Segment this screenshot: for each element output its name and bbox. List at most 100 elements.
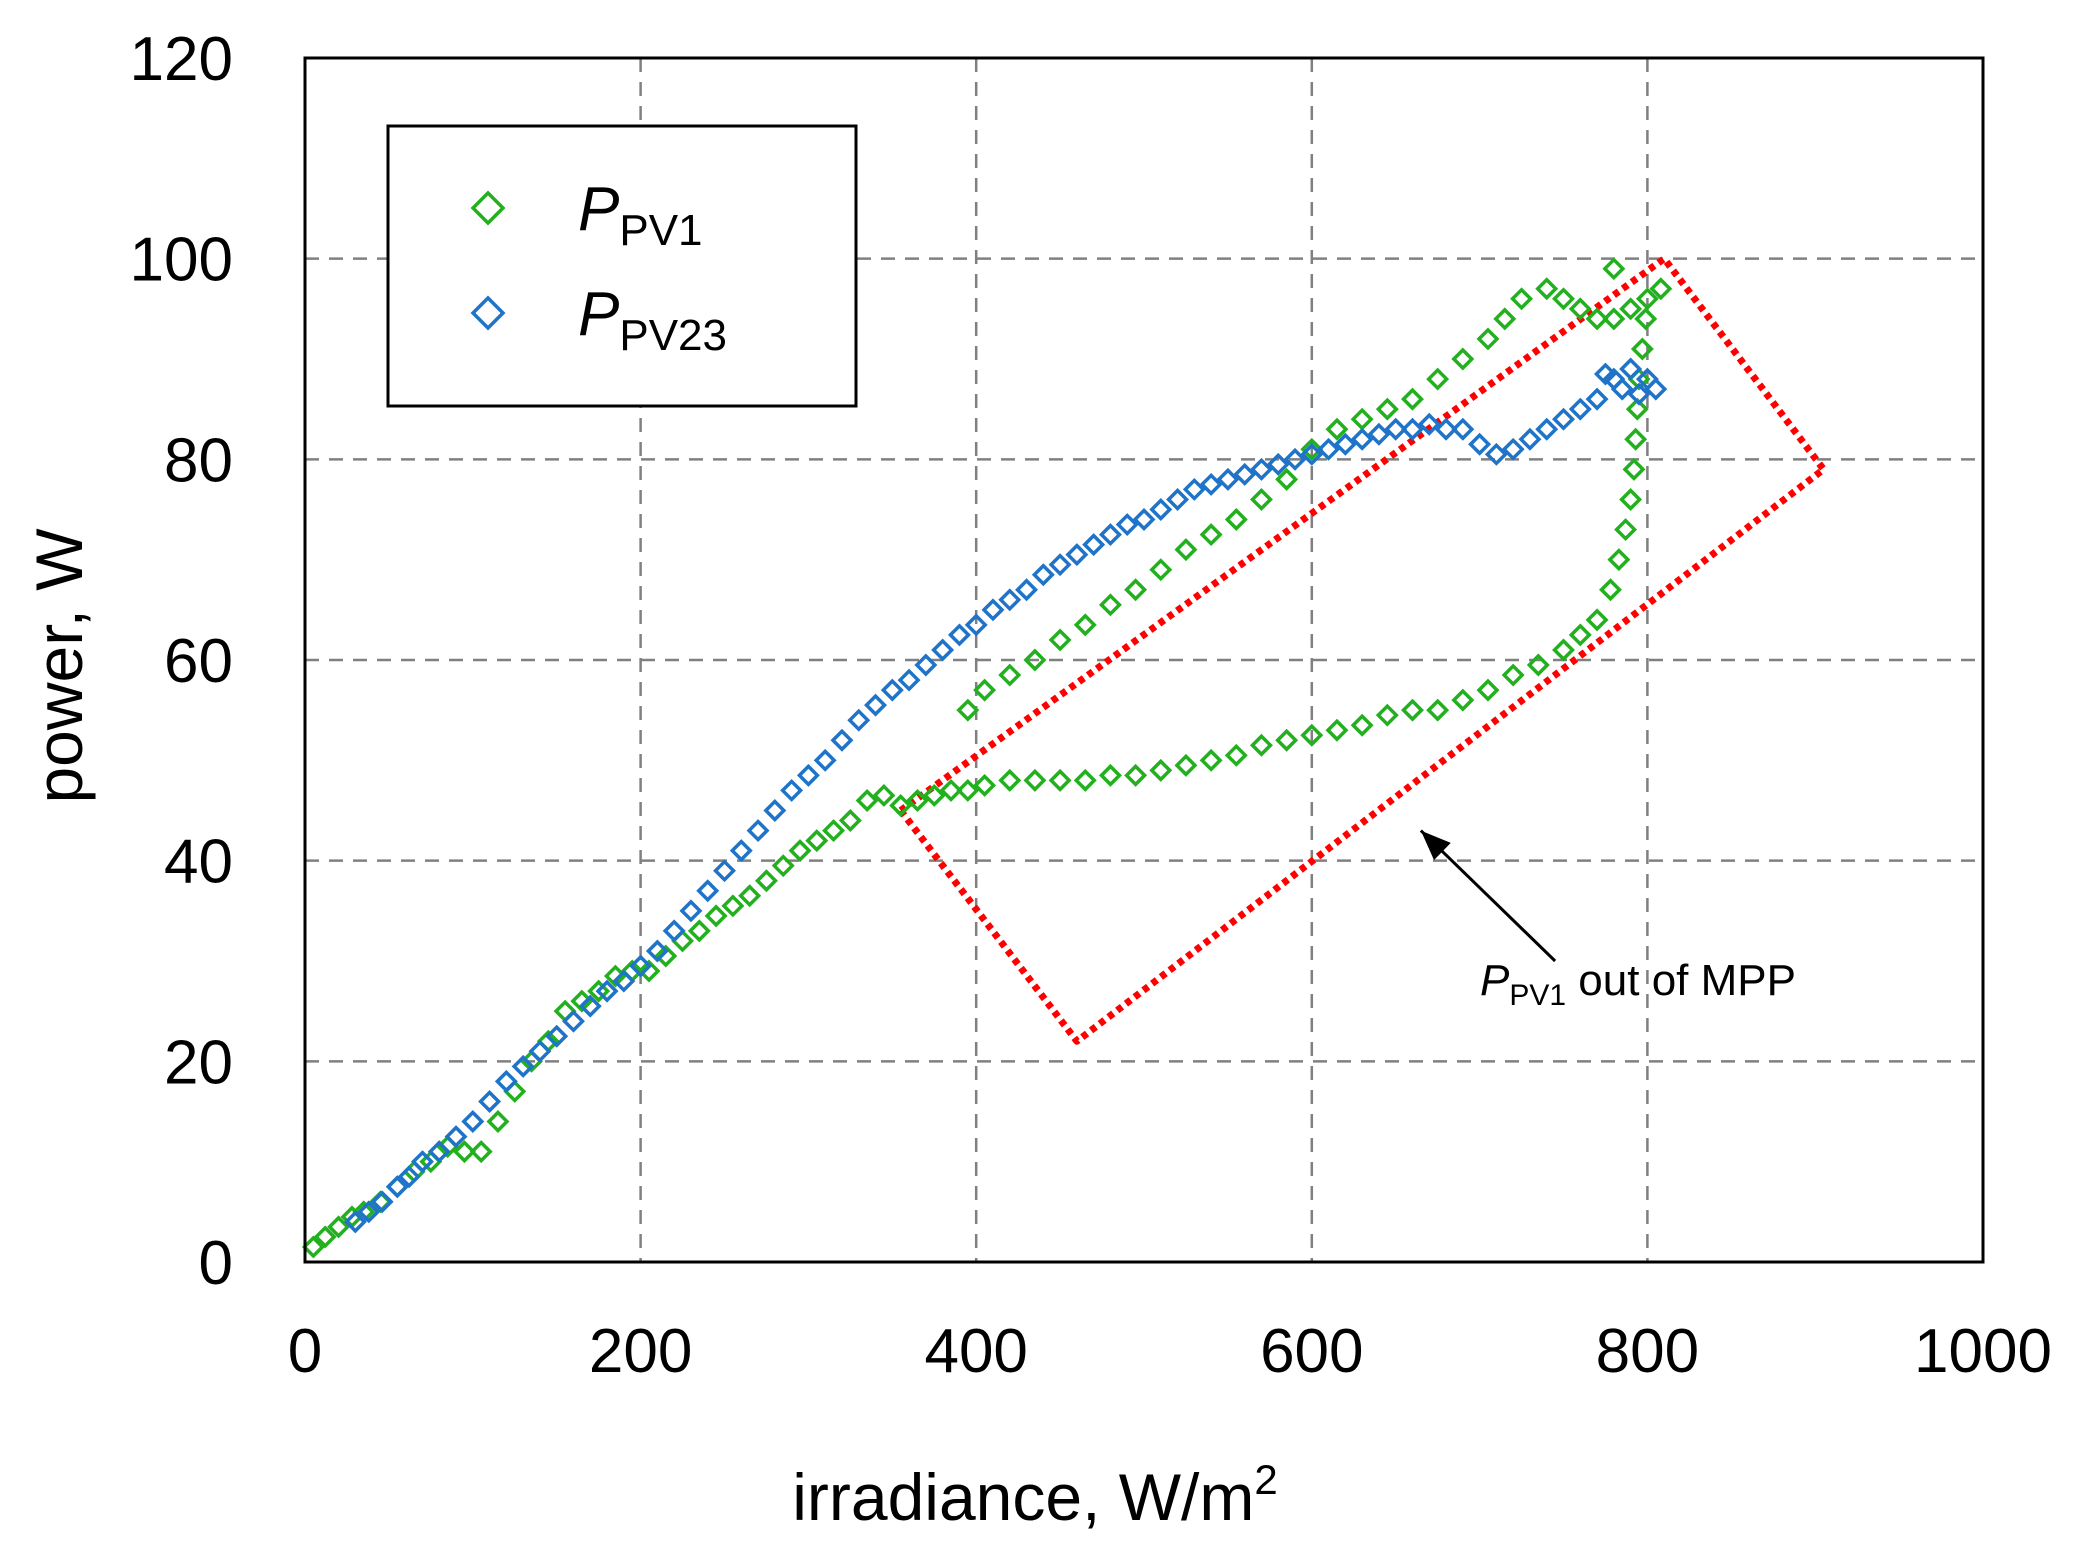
data-point xyxy=(704,904,728,928)
data-point xyxy=(1585,307,1609,331)
y-tick-label: 20 xyxy=(164,1028,233,1097)
data-point xyxy=(687,919,711,943)
data-point xyxy=(973,678,997,702)
data-point xyxy=(1115,513,1139,537)
data-point xyxy=(1568,623,1592,647)
data-point xyxy=(1501,437,1525,461)
data-point xyxy=(1552,287,1575,311)
mpp-deviation-outline xyxy=(897,255,1828,1045)
series-P_PV1 xyxy=(301,257,1673,1259)
data-point xyxy=(830,728,854,752)
data-point xyxy=(838,809,862,833)
legend-label-main: P xyxy=(578,280,619,349)
data-point xyxy=(1602,307,1626,331)
data-point xyxy=(905,788,929,812)
data-point xyxy=(452,1140,476,1164)
data-point xyxy=(343,1210,367,1234)
data-point xyxy=(864,693,887,717)
data-point xyxy=(998,663,1022,687)
x-axis-title-superscript: 2 xyxy=(1254,1456,1277,1503)
data-point xyxy=(385,1175,409,1199)
data-point xyxy=(1468,432,1492,456)
legend-box xyxy=(386,124,858,408)
data-point xyxy=(880,678,904,702)
data-point xyxy=(629,954,653,978)
data-point xyxy=(645,939,669,963)
data-point xyxy=(1526,653,1550,677)
data-point xyxy=(729,839,753,863)
data-point xyxy=(1552,407,1575,431)
data-point xyxy=(1082,533,1106,557)
x-axis-title: irradiance, W/m2 xyxy=(792,1456,1277,1534)
data-point xyxy=(327,1215,351,1239)
data-point xyxy=(1073,613,1097,637)
y-tick-label: 120 xyxy=(130,25,233,94)
data-point xyxy=(763,799,787,822)
data-point xyxy=(1124,763,1148,787)
data-point xyxy=(357,1200,381,1224)
y-tick-labels: 0 20 40 60 80 100 120 xyxy=(130,25,233,1298)
legend-entry-P_PV1: PPV1 xyxy=(470,175,703,255)
data-point xyxy=(562,1009,585,1033)
data-point xyxy=(1401,698,1424,722)
data-point xyxy=(1510,287,1534,311)
data-point xyxy=(1375,397,1399,421)
data-point xyxy=(1224,743,1248,767)
data-point xyxy=(998,768,1022,792)
data-point xyxy=(478,1089,502,1113)
x-tick-labels: 0 200 400 600 800 1000 xyxy=(288,1317,2052,1386)
data-point xyxy=(1249,487,1273,511)
y-tick-label: 60 xyxy=(164,627,233,696)
data-point xyxy=(1630,337,1654,361)
annotation-label-sub: PV1 xyxy=(1509,979,1566,1012)
data-point xyxy=(998,588,1022,612)
data-point xyxy=(696,879,720,903)
legend: PPV1 PPV23 xyxy=(386,124,858,408)
data-point xyxy=(889,794,913,817)
x-tick-label: 200 xyxy=(589,1317,692,1386)
data-point xyxy=(1627,382,1651,406)
data-point xyxy=(612,969,636,993)
data-point xyxy=(1476,327,1500,351)
data-point xyxy=(1625,397,1649,421)
data-point xyxy=(771,854,795,878)
data-point xyxy=(1401,387,1424,411)
data-series-layer xyxy=(301,257,1673,1259)
data-point xyxy=(1350,427,1374,451)
data-point xyxy=(746,819,770,843)
data-point xyxy=(1048,553,1072,577)
annotation-label: PPV1 out of MPP xyxy=(1480,956,1796,1012)
data-point xyxy=(1333,432,1357,456)
data-point xyxy=(1300,442,1324,466)
data-point xyxy=(671,929,695,953)
data-point xyxy=(981,598,1005,622)
data-point xyxy=(897,668,921,692)
data-point xyxy=(427,1140,451,1164)
data-point xyxy=(788,839,812,863)
data-point xyxy=(1149,498,1173,521)
data-point xyxy=(1325,417,1349,441)
data-point xyxy=(1649,277,1673,301)
data-point xyxy=(1367,422,1391,446)
data-point xyxy=(1552,638,1575,662)
data-point xyxy=(1174,753,1198,777)
legend-entry-P_PV23: PPV23 xyxy=(470,280,727,360)
data-point xyxy=(813,748,837,772)
data-point xyxy=(1535,417,1559,441)
data-point xyxy=(313,1225,337,1249)
annotation-arrow-shaft xyxy=(1419,829,1557,963)
data-point xyxy=(1384,417,1408,441)
data-point xyxy=(486,1110,510,1134)
data-point xyxy=(1124,578,1148,602)
data-point xyxy=(1174,538,1198,562)
data-point xyxy=(1048,768,1072,792)
data-point xyxy=(1451,417,1475,441)
data-point xyxy=(1098,763,1122,787)
data-point xyxy=(931,638,955,662)
legend-label: PPV1 xyxy=(578,175,703,255)
annotation-arrow-head xyxy=(1420,830,1451,861)
annotation-layer: PPV1 out of MPP xyxy=(897,255,1828,1045)
data-point xyxy=(1451,347,1475,371)
data-point xyxy=(1518,427,1542,451)
